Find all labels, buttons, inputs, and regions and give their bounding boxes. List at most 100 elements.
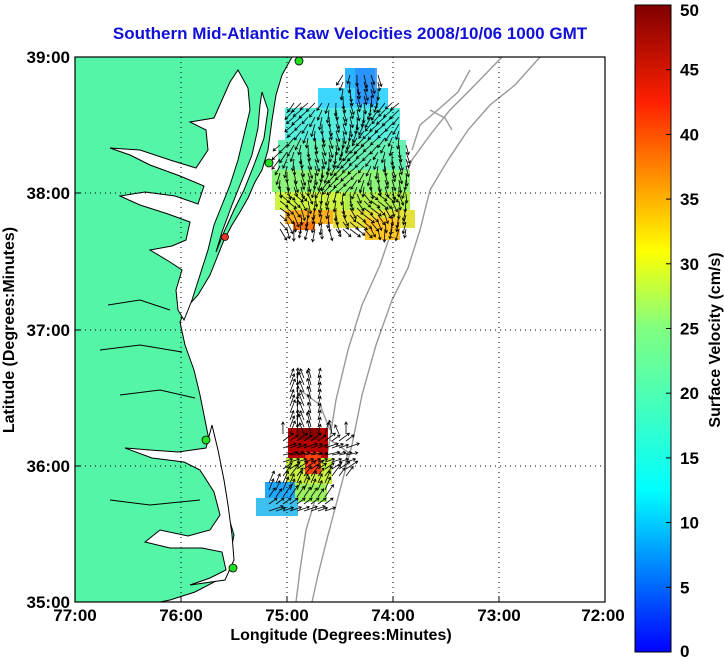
- velocity-arrow: [309, 116, 316, 128]
- velocity-arrow: [310, 443, 324, 449]
- velocity-arrow: [384, 214, 389, 225]
- velocity-arrow: [341, 165, 351, 174]
- velocity-arrow: [327, 419, 333, 435]
- velocity-arrow: [334, 172, 344, 181]
- velocity-arrow: [316, 109, 323, 121]
- velocity-arrow: [324, 484, 334, 498]
- velocity-arrow: [330, 165, 337, 177]
- x-tick: 77:00: [53, 606, 96, 625]
- bathymetry-contours: [295, 57, 541, 602]
- velocity-arrow: [289, 478, 296, 491]
- velocity-arrow: [298, 380, 305, 393]
- velocity-arrow: [303, 442, 318, 449]
- velocity-arrow: [356, 193, 362, 204]
- velocity-arrow: [395, 130, 400, 141]
- colorbar-scale: [634, 4, 672, 653]
- x-tick: 76:00: [159, 606, 202, 625]
- velocity-arrow: [351, 186, 358, 200]
- velocity-arrow: [271, 151, 281, 161]
- velocity-arrow: [317, 467, 325, 477]
- velocity-arrow: [365, 158, 372, 167]
- velocity-arrow: [317, 423, 322, 435]
- velocity-arrow: [268, 470, 275, 484]
- velocity-arrow: [310, 123, 316, 138]
- velocity-arrow: [401, 186, 407, 200]
- velocity-arrow: [317, 488, 325, 498]
- velocity-arrow: [349, 207, 357, 220]
- velocity-arrow: [317, 402, 322, 414]
- velocity-arrow: [317, 409, 322, 421]
- velocity-arrow: [279, 214, 288, 222]
- velocity-arrow: [303, 228, 309, 241]
- velocity-arrow: [303, 465, 312, 477]
- velocity-arrow: [364, 123, 372, 132]
- velocity-arrow: [310, 221, 316, 234]
- velocity-arrow: [303, 476, 311, 491]
- velocity-arrow: [336, 158, 344, 169]
- velocity-arrow: [341, 200, 346, 215]
- velocity-arrow: [298, 422, 305, 435]
- velocity-arrow: [296, 505, 311, 512]
- velocity-arrow: [324, 457, 336, 463]
- velocity-arrow: [307, 193, 314, 205]
- velocity-arrow: [291, 228, 296, 242]
- velocity-arrow: [349, 102, 355, 116]
- velocity-arrow: [321, 144, 327, 157]
- velocity-arrow: [358, 179, 365, 194]
- velocity-arrow: [325, 109, 330, 124]
- velocity-arrow: [311, 214, 316, 225]
- velocity-arrow: [358, 172, 365, 184]
- velocity-arrow: [390, 102, 400, 111]
- velocity-arrow: [391, 193, 399, 203]
- station-marker: [294, 56, 304, 66]
- velocity-arrow: [376, 88, 381, 101]
- velocity-arrow: [356, 207, 364, 215]
- velocity-arrow: [347, 165, 358, 175]
- velocity-arrow: [382, 228, 387, 243]
- velocity-arrow: [324, 442, 339, 449]
- velocity-arrow: [335, 123, 340, 134]
- velocity-arrow: [349, 123, 354, 138]
- colorbar-tick: 10: [680, 514, 699, 533]
- velocity-arrow: [370, 193, 379, 201]
- velocity-arrow: [284, 123, 295, 133]
- velocity-arrow: [293, 179, 300, 194]
- velocity-arrow: [380, 144, 386, 154]
- velocity-arrow: [275, 497, 285, 505]
- velocity-arrow: [377, 200, 389, 210]
- colorbar-tick: 25: [680, 320, 699, 339]
- velocity-arrow: [286, 221, 294, 235]
- velocity-arrow: [296, 470, 303, 484]
- velocity-arrow: [282, 476, 290, 491]
- velocity-arrow: [297, 371, 305, 386]
- velocity-arrow: [271, 158, 281, 170]
- velocity-arrow: [345, 451, 359, 456]
- velocity-arrow: [299, 102, 309, 110]
- velocity-arrow: [268, 478, 275, 491]
- velocity-arrow: [307, 409, 312, 421]
- velocity-arrow: [275, 506, 287, 512]
- velocity-arrow: [282, 484, 292, 498]
- velocity-arrow: [384, 179, 389, 190]
- velocity-arrow: [314, 144, 319, 155]
- velocity-arrow: [384, 207, 392, 219]
- velocity-arrow: [317, 374, 322, 386]
- velocity-arrow: [304, 221, 309, 232]
- velocity-arrow: [296, 457, 308, 463]
- velocity-arrow: [331, 461, 343, 470]
- colorbar-tick: 40: [680, 125, 699, 144]
- velocity-arrow: [403, 228, 407, 239]
- velocity-arrow: [374, 165, 379, 180]
- grid: [75, 57, 605, 602]
- velocity-arrow: [282, 432, 295, 442]
- velocity-arrow: [289, 151, 295, 163]
- velocity-arrow: [303, 505, 318, 512]
- colorbar-tick: 20: [680, 384, 699, 403]
- velocity-arrow: [384, 200, 393, 210]
- velocity-arrow: [366, 172, 372, 187]
- velocity-arrow: [370, 207, 382, 217]
- velocity-arrow: [348, 158, 358, 166]
- velocity-arrow: [356, 102, 361, 113]
- velocity-arrow: [349, 95, 354, 107]
- velocity-arrow: [305, 411, 312, 428]
